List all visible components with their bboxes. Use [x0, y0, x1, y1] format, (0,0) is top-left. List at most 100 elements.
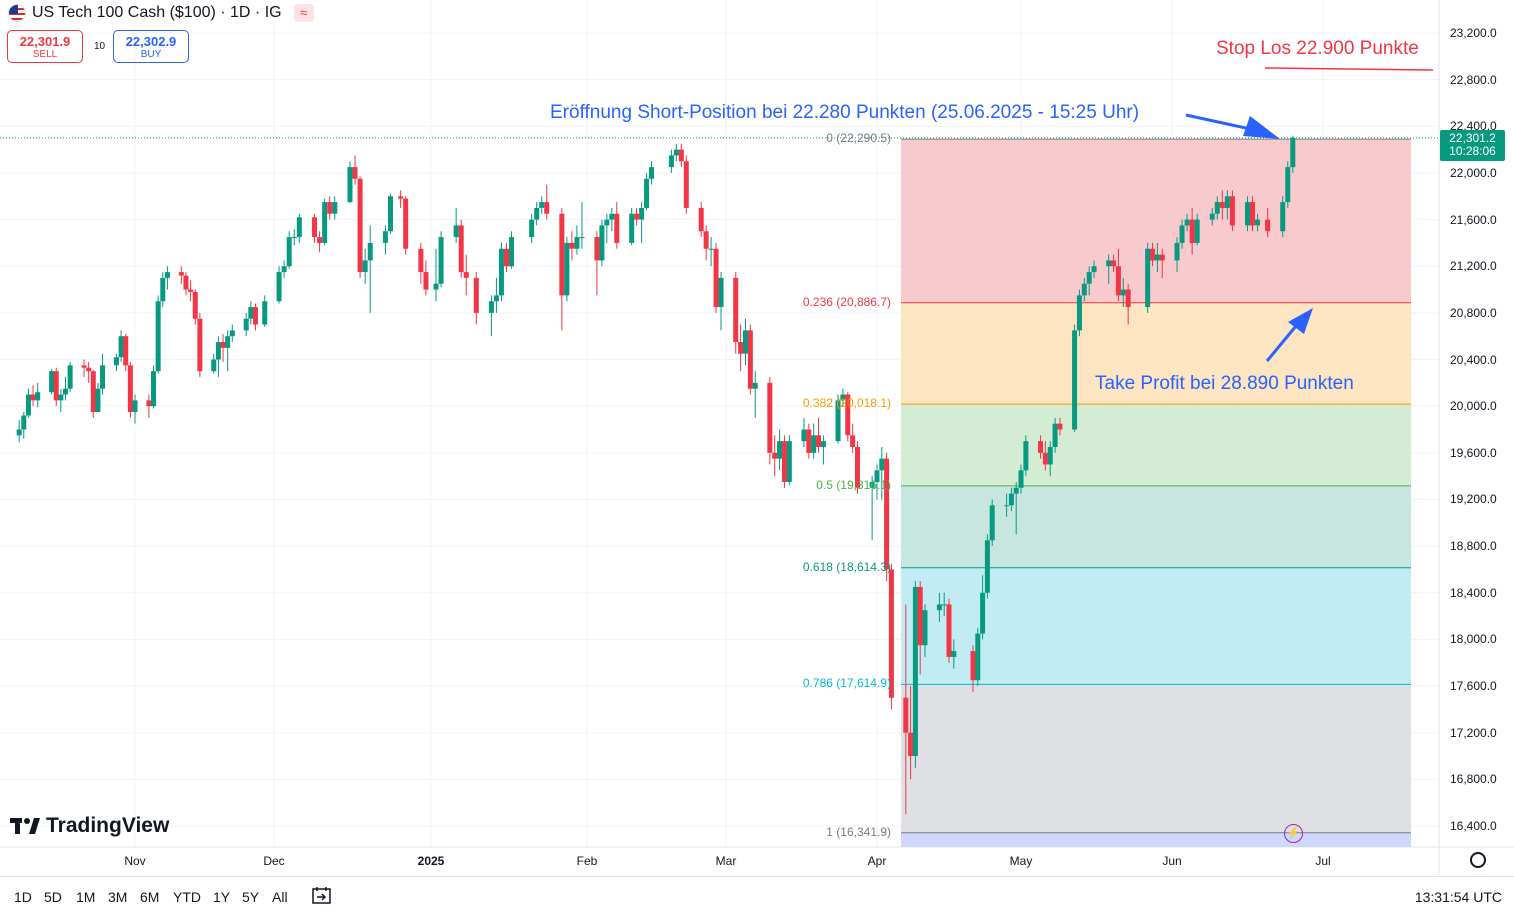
- candle-body: [713, 248, 719, 308]
- candle-body: [291, 237, 297, 239]
- candle-body: [835, 400, 841, 442]
- candle-body: [362, 260, 368, 273]
- candle-body: [1184, 219, 1190, 226]
- candle-body: [1072, 330, 1078, 430]
- stop-loss-annotation[interactable]: Stop Los 22.900 Punkte: [1216, 38, 1419, 59]
- candle-body: [1008, 493, 1014, 506]
- fib-zone: [901, 139, 1411, 303]
- candle-body: [312, 217, 318, 238]
- range-button-1d[interactable]: 1D: [14, 889, 32, 905]
- candle-body: [16, 429, 22, 436]
- candle-body: [113, 357, 119, 366]
- tradingview-icon: [10, 818, 40, 834]
- sell-label: SELL: [32, 49, 58, 60]
- quantity-value[interactable]: 10: [94, 41, 106, 52]
- candle-body: [683, 161, 689, 208]
- candle-body: [1125, 289, 1131, 308]
- candle-body: [820, 441, 826, 447]
- candle-body: [649, 167, 655, 179]
- candle-body: [738, 342, 744, 354]
- price-tick-label: 21,600.0: [1450, 212, 1497, 227]
- candle-body: [678, 149, 684, 162]
- fib-level-label: 0.382 (20,018.1): [802, 396, 891, 411]
- candle-body: [86, 367, 92, 372]
- range-button-5d[interactable]: 5D: [44, 889, 62, 905]
- bottom-toolbar: 1D 5D 1M 3M 6M YTD 1Y 5Y All 13:31:54 UTC: [0, 876, 1514, 910]
- price-tick-label: 18,800.0: [1450, 539, 1497, 554]
- tradingview-logo[interactable]: TradingView: [10, 814, 169, 838]
- fib-zone: [901, 404, 1411, 486]
- candle-body: [1120, 289, 1126, 296]
- candle-body: [58, 394, 64, 401]
- candle-body: [252, 307, 258, 325]
- sell-price: 22,301.9: [19, 34, 71, 49]
- candle-body: [564, 242, 570, 296]
- candle-body: [989, 505, 995, 541]
- candle-body: [243, 318, 249, 331]
- candle-body: [639, 207, 645, 220]
- candle-body: [1150, 248, 1156, 261]
- candle-body: [1189, 219, 1195, 243]
- candle-body: [869, 481, 875, 488]
- range-button-5y[interactable]: 5Y: [242, 889, 260, 905]
- candle-body: [1052, 423, 1058, 447]
- candle-body: [786, 441, 792, 482]
- candle-body: [509, 237, 515, 267]
- candle-body: [67, 365, 73, 389]
- candle-body: [127, 365, 133, 413]
- candle-body: [403, 198, 409, 249]
- gear-icon[interactable]: [1470, 852, 1486, 868]
- candle-body: [211, 359, 217, 372]
- sell-button[interactable]: 22,301.9 SELL: [7, 30, 83, 63]
- time-tick-label: Feb: [576, 854, 598, 868]
- entry-arrow-line: [1185, 113, 1256, 132]
- candle-body: [90, 371, 96, 413]
- date-range-icon[interactable]: [312, 886, 332, 904]
- candle-body: [322, 202, 328, 243]
- fib-level-label: 0.618 (18,614.3): [802, 559, 891, 574]
- range-button-6m[interactable]: 6M: [140, 889, 160, 905]
- candle-body: [1159, 254, 1165, 261]
- time-tick-label: Mar: [715, 854, 737, 868]
- symbol-header[interactable]: US Tech 100 Cash ($100) · 1D · IG ≈: [8, 4, 314, 22]
- candle-body: [164, 272, 170, 278]
- range-button-all[interactable]: All: [272, 889, 288, 905]
- buy-label: BUY: [140, 49, 162, 60]
- candle-body: [225, 336, 231, 348]
- entry-arrow-head: [1243, 116, 1280, 139]
- candle-body: [276, 272, 282, 302]
- time-tick-label: May: [1009, 854, 1033, 868]
- fib-level-label: 0.5 (19,316.1): [816, 477, 891, 492]
- utc-clock[interactable]: 13:31:54 UTC: [1414, 889, 1502, 905]
- price-tick-label: 16,800.0: [1450, 772, 1497, 787]
- fib-level-label: 0.236 (20,886.7): [802, 294, 891, 309]
- range-button-3m[interactable]: 3M: [108, 889, 128, 905]
- candle-body: [215, 342, 221, 360]
- candle-body: [1145, 248, 1151, 308]
- candle-body: [1037, 441, 1043, 453]
- candle-body: [95, 388, 101, 413]
- us-flag-icon: [8, 4, 26, 22]
- price-tick-label: 20,000.0: [1450, 399, 1497, 414]
- candle-body: [382, 231, 388, 243]
- candle-body: [1209, 213, 1215, 220]
- take-profit-annotation[interactable]: Take Profit bei 28.890 Punkten: [1095, 373, 1354, 394]
- range-button-1y[interactable]: 1Y: [213, 889, 231, 905]
- candle-body: [529, 219, 535, 238]
- candle-body: [908, 732, 914, 757]
- candle-body: [917, 586, 923, 646]
- wave-icon[interactable]: ≈: [293, 4, 314, 22]
- buy-price: 22,302.9: [125, 34, 177, 49]
- candle-body: [229, 330, 235, 337]
- lightning-icon[interactable]: ⚡: [1284, 824, 1303, 843]
- buy-button[interactable]: 22,302.9 BUY: [113, 30, 189, 63]
- candle-body: [781, 441, 787, 482]
- short-entry-annotation[interactable]: Eröffnung Short-Position bei 22.280 Punk…: [550, 102, 1140, 123]
- range-button-1m[interactable]: 1M: [76, 889, 96, 905]
- candle-body: [936, 604, 942, 611]
- symbol-title[interactable]: US Tech 100 Cash ($100) · 1D · IG: [32, 4, 282, 21]
- candle-body: [1194, 219, 1200, 243]
- candle-body: [1280, 202, 1286, 232]
- range-button-ytd[interactable]: YTD: [173, 889, 201, 905]
